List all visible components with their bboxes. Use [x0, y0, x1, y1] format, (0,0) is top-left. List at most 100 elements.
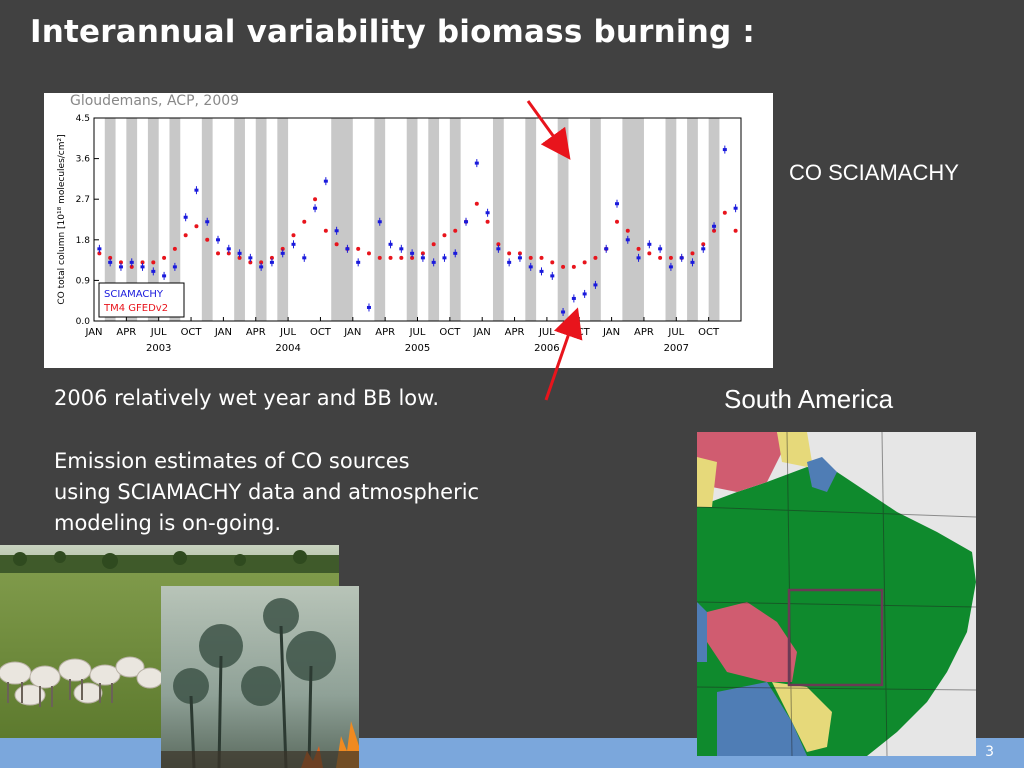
x-tick-label: JUL [667, 327, 684, 338]
data-gap-band [449, 118, 461, 321]
model-point [399, 255, 404, 260]
guyana-blue-region [807, 457, 837, 492]
study-area-box [787, 588, 884, 687]
x-tick-label: OCT [310, 327, 332, 338]
data-gap-band [525, 118, 537, 321]
sciamachy-point [614, 202, 619, 206]
data-gap-band [428, 118, 440, 321]
co-chart-panel: 0.0 0.9 1.8 2.7 3.6 4.5 CO total column [10¹⁸ … [44, 93, 773, 368]
year-label: 2003 [146, 343, 171, 354]
model-point [625, 228, 630, 233]
x-tick-label: JUL [409, 327, 426, 338]
x-tick-label: APR [246, 327, 266, 338]
data-gap-band [234, 118, 245, 321]
data-gap-band [492, 118, 504, 321]
data-gap-band [255, 118, 267, 321]
model-point [733, 228, 738, 233]
x-tick-label: JAN [214, 327, 232, 338]
data-gap-band [622, 118, 644, 321]
model-point [420, 251, 425, 256]
forest-fire-photo [161, 586, 359, 768]
sciamachy-point [550, 274, 555, 278]
x-tick-label: JAN [84, 327, 102, 338]
model-point [108, 255, 113, 260]
x-tick-label: OCT [569, 327, 591, 338]
sciamachy-point [528, 265, 533, 269]
y-tick-label: 4.5 [76, 114, 90, 124]
sciamachy-point [399, 247, 404, 251]
slide-title: Interannual variability biomass burning … [30, 14, 755, 50]
sciamachy-point [118, 265, 123, 269]
model-point [216, 251, 221, 256]
west-yellow-region [697, 457, 717, 507]
argentina-blue-region [717, 682, 807, 756]
model-point [259, 260, 264, 265]
sciamachy-point [658, 247, 663, 251]
west-blue-region [697, 602, 707, 662]
data-gap-band [147, 118, 159, 321]
sciamachy-point [636, 256, 641, 260]
model-point [647, 251, 652, 256]
model-point [118, 260, 123, 265]
y-tick-label: 3.6 [76, 155, 91, 165]
data-gap-band [590, 118, 601, 321]
model-point [582, 260, 587, 265]
sciamachy-point [485, 211, 490, 215]
data-gap-band [104, 118, 116, 321]
model-point [388, 255, 393, 260]
note-line: using SCIAMACHY data and atmospheric [54, 480, 480, 504]
model-point [226, 251, 231, 256]
model-point [366, 251, 371, 256]
sciamachy-point [313, 206, 318, 210]
sciamachy-point [690, 260, 695, 264]
legend-entry-model: TM4 GFEDv2 [103, 303, 168, 314]
sciamachy-point [625, 238, 630, 242]
sciamachy-point [561, 310, 566, 314]
x-tick-label: JUL [538, 327, 555, 338]
sciamachy-point [302, 256, 307, 260]
sciamachy-point [701, 247, 706, 251]
sciamachy-point [517, 256, 522, 260]
x-tick-label: JUL [150, 327, 167, 338]
model-point [668, 255, 673, 260]
year-label: 2005 [405, 343, 430, 354]
y-tick-label: 0.0 [76, 317, 91, 327]
model-point [205, 237, 210, 242]
x-tick-label: OCT [698, 327, 720, 338]
model-point [183, 233, 188, 238]
x-tick-label: APR [375, 327, 395, 338]
sciamachy-point [216, 238, 221, 242]
sciamachy-point [410, 251, 415, 255]
x-tick-label: APR [505, 327, 525, 338]
model-point [431, 242, 436, 247]
sciamachy-point [97, 247, 102, 251]
sciamachy-point [593, 283, 598, 287]
model-point [269, 255, 274, 260]
data-gap-band [406, 118, 418, 321]
sciamachy-point [366, 305, 371, 309]
north-pink-region [697, 432, 782, 492]
model-point [658, 255, 663, 260]
sciamachy-point [464, 220, 469, 224]
model-point [323, 228, 328, 233]
sciamachy-point [345, 247, 350, 251]
sciamachy-point [668, 265, 673, 269]
chart-credit: Gloudemans, ACP, 2009 [70, 93, 240, 109]
sciamachy-point [280, 251, 285, 255]
page-number: 3 [985, 744, 994, 760]
sciamachy-point [194, 188, 199, 192]
model-point [561, 264, 566, 269]
sciamachy-point [205, 220, 210, 224]
sciamachy-point [722, 148, 727, 152]
x-tick-label: APR [634, 327, 654, 338]
model-point [194, 224, 199, 229]
x-tick-label: OCT [439, 327, 461, 338]
sciamachy-point [474, 161, 479, 165]
note-wet-year: 2006 relatively wet year and BB low. [54, 386, 440, 410]
model-point [539, 255, 544, 260]
model-point [636, 246, 641, 251]
sciamachy-point [377, 220, 382, 224]
sciamachy-point [269, 260, 274, 264]
sciamachy-point [237, 251, 242, 255]
sciamachy-point [733, 206, 738, 210]
